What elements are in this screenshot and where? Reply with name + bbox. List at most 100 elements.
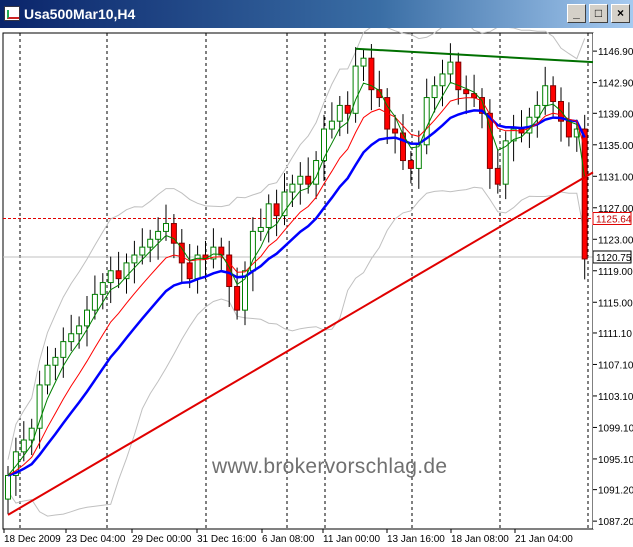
candle — [550, 76, 557, 117]
candle-body — [573, 128, 580, 138]
candle-body — [336, 104, 343, 122]
candle — [131, 240, 138, 284]
candle — [360, 48, 367, 82]
candle-body — [265, 203, 272, 228]
price-tag-box — [592, 211, 632, 225]
candle — [68, 314, 75, 352]
candle — [44, 346, 51, 395]
support-trend-line — [7, 171, 594, 516]
y-axis-label: 1123.00 — [598, 235, 633, 246]
candle — [107, 256, 114, 304]
y-axis-label: 1103.10 — [598, 392, 633, 403]
candle — [297, 162, 304, 205]
candle — [352, 47, 359, 123]
price-tag-box — [592, 250, 632, 264]
y-axis-label: 1115.00 — [598, 298, 633, 309]
candle-body — [550, 85, 557, 102]
y-axis-label: 1135.00 — [598, 141, 633, 152]
candle — [447, 43, 454, 84]
candle-body — [163, 223, 169, 232]
candle — [510, 114, 517, 162]
candle — [257, 208, 264, 241]
candle-body — [131, 254, 138, 264]
moving-average-fast — [7, 81, 586, 476]
candle-body — [360, 57, 367, 67]
candle-body — [139, 246, 146, 256]
close-button[interactable]: × — [611, 4, 630, 23]
candle-body — [178, 242, 185, 264]
candle-body — [447, 61, 454, 75]
candle-body — [289, 183, 296, 193]
minimize-button[interactable]: _ — [567, 4, 586, 23]
bollinger-lower — [7, 186, 586, 517]
x-axis-label: 11 Jan 00:00 — [323, 534, 381, 545]
y-axis-label: 1091.20 — [598, 486, 633, 497]
moving-average-slow — [7, 109, 586, 477]
candle — [273, 189, 280, 237]
x-axis-label: 6 Jan 08:00 — [262, 534, 315, 545]
x-axis-label: 13 Jan 16:00 — [387, 534, 445, 545]
resistance-trend-line — [355, 47, 594, 64]
candle-body — [344, 104, 351, 114]
title-bar[interactable]: Usa500Mar10,H4 _ □ × — [0, 0, 633, 28]
price-chart[interactable]: 18 Dec 2009 23 Dec 04:00 29 Dec 00:00 31 De… — [0, 28, 633, 547]
candle — [313, 151, 320, 200]
candle-body — [210, 246, 217, 260]
candle-body — [170, 223, 177, 244]
x-axis-label: 23 Dec 04:00 — [66, 534, 126, 545]
candle — [12, 437, 19, 496]
candle-body — [376, 89, 383, 99]
candle-body — [107, 270, 114, 284]
price-tag-label: 1125.64 — [596, 214, 632, 225]
watermark-text: www.brokervorschlag.de — [212, 455, 448, 478]
candle — [20, 421, 27, 462]
maximize-button[interactable]: □ — [589, 4, 608, 23]
price-tag-label: 1120.75 — [596, 253, 632, 264]
candle — [76, 316, 83, 349]
candle-body — [242, 270, 248, 311]
candle — [455, 52, 462, 105]
candle — [534, 91, 541, 138]
candle-body — [297, 175, 304, 185]
candle-body — [123, 262, 130, 280]
candle-body — [52, 356, 59, 366]
candle-body — [36, 384, 43, 429]
y-axis-label: 1139.00 — [598, 109, 633, 120]
candle — [581, 114, 588, 280]
candle-body — [486, 112, 493, 169]
candle-body — [407, 160, 414, 169]
candle — [265, 194, 272, 243]
candle-body — [392, 128, 399, 134]
y-axis-label: 1142.90 — [598, 79, 633, 90]
candle-body — [186, 262, 193, 280]
candle — [210, 228, 217, 269]
bollinger-upper — [7, 28, 586, 460]
x-axis-label: 18 Jan 08:00 — [451, 534, 509, 545]
candle — [376, 70, 383, 108]
candle-body — [91, 293, 98, 311]
y-axis-label: 1131.00 — [598, 172, 633, 183]
candle — [502, 131, 509, 200]
candle-body — [455, 61, 462, 91]
y-axis-label: 1095.10 — [598, 455, 633, 466]
candle — [147, 229, 154, 263]
candle-body — [28, 427, 35, 441]
x-axis-label: 31 Dec 16:00 — [197, 534, 257, 545]
candle-body — [44, 364, 51, 386]
y-axis-label: 1119.00 — [598, 267, 633, 278]
candle — [123, 253, 130, 294]
candle-body — [5, 474, 11, 500]
candle-body — [226, 254, 233, 288]
y-axis-label: 1146.90 — [598, 47, 633, 58]
candle — [60, 327, 67, 378]
chart-app-icon — [4, 6, 20, 21]
candle-body — [415, 144, 422, 169]
candle-body — [60, 341, 67, 358]
candle — [139, 228, 146, 265]
candle-body — [20, 439, 27, 453]
candle-body — [234, 286, 241, 311]
candle-body — [305, 175, 312, 185]
candle-body — [534, 104, 541, 118]
candle — [155, 217, 162, 260]
candle-body — [281, 191, 288, 217]
